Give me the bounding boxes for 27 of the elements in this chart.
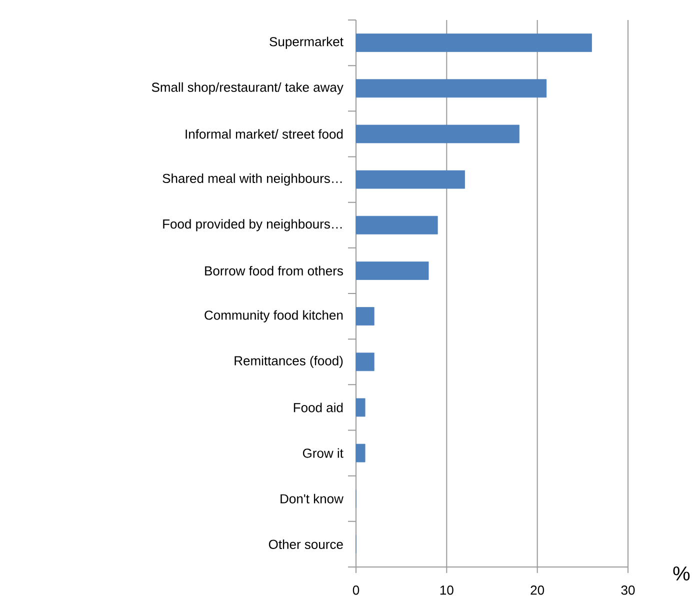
bar [356, 398, 366, 417]
x-tick-label: 20 [530, 586, 544, 595]
x-tick-label: 0 [352, 586, 360, 595]
y-tick-label: Don't know [280, 494, 344, 504]
bar [356, 352, 374, 372]
y-tick-label: Shared meal with neighbours… [162, 173, 342, 186]
bar [356, 170, 465, 189]
y-tick-label: Borrow food from others [205, 266, 343, 276]
bar [356, 262, 429, 280]
bar [356, 124, 520, 144]
bar [356, 79, 547, 98]
y-tick-label: Community food kitchen [204, 310, 343, 322]
y-tick-label: Remittances (food) [234, 356, 343, 368]
y-tick-label: Other source [268, 539, 343, 549]
bar [356, 34, 592, 52]
x-tick-label: 10 [440, 586, 454, 595]
y-tick-label: Food provided by neighbours… [163, 219, 342, 232]
bar [356, 216, 438, 234]
y-tick-label: Small shop/restaurant/ take away [152, 82, 344, 94]
y-tick-label: Informal market/ street food [186, 129, 343, 139]
x-tick-label: 30 [621, 586, 635, 595]
x-axis-title: % [673, 566, 690, 580]
y-tick-label: Grow it [302, 448, 344, 458]
bar [356, 444, 366, 462]
bar [356, 307, 374, 326]
y-tick-label: Food aid [294, 402, 343, 412]
y-tick-label: Supermarket [270, 36, 344, 49]
